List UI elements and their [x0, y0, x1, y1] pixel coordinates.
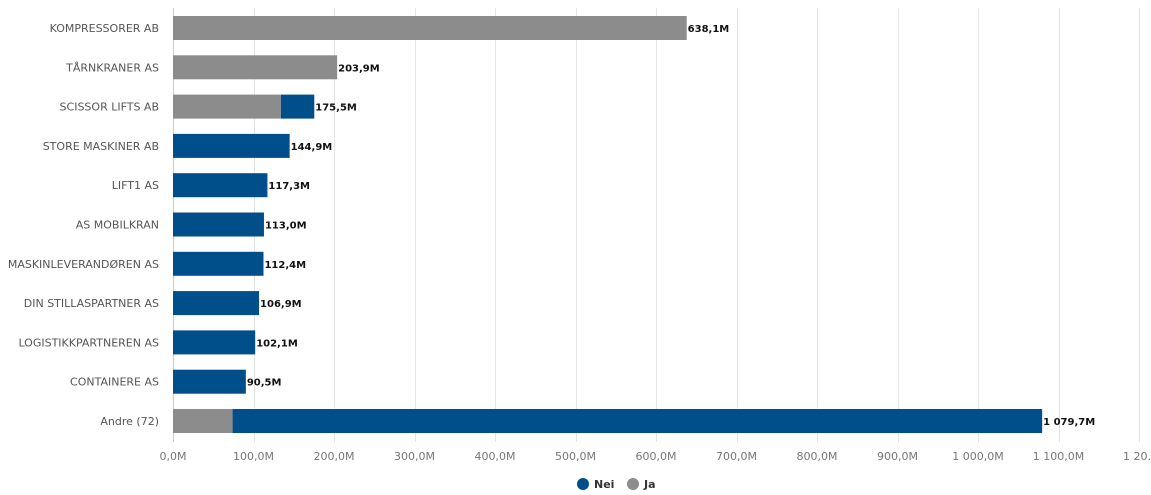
- bar-segment-nei[interactable]: [173, 251, 264, 276]
- x-tick-label: 1 000,0M: [952, 450, 1003, 463]
- x-tick-label: 200,0M: [314, 450, 355, 463]
- bar-segment-nei[interactable]: [173, 173, 268, 198]
- x-tick-label: 0,0M: [160, 450, 187, 463]
- data-label: 203,9M: [338, 63, 380, 74]
- category-label: TÅRNKRANER AS: [65, 61, 159, 74]
- data-label: 102,1M: [256, 338, 298, 349]
- data-label: 144,9M: [291, 142, 333, 153]
- category-labels: KOMPRESSORER AB TÅRNKRANER AS SCISSOR LIFT…: [8, 22, 159, 428]
- bar-segment-nei[interactable]: [173, 133, 290, 158]
- x-tick-label: 300,0M: [394, 450, 435, 463]
- x-tick-label: 1 100,0M: [1033, 450, 1084, 463]
- category-label: STORE MASKINER AB: [43, 140, 159, 153]
- x-tick-label: 1 20…: [1123, 450, 1151, 463]
- bar-segment-nei[interactable]: [173, 212, 264, 237]
- legend-label: Ja: [643, 478, 656, 491]
- data-label: 90,5M: [247, 378, 282, 389]
- bar-segment-ja[interactable]: [173, 55, 338, 80]
- data-label: 175,5M: [315, 103, 357, 114]
- x-tick-label: 400,0M: [475, 450, 516, 463]
- bar-segment-nei[interactable]: [232, 409, 1043, 433]
- bar-segment-ja[interactable]: [173, 16, 687, 40]
- bar-segment-nei[interactable]: [280, 94, 315, 119]
- bar-segment-nei[interactable]: [173, 369, 246, 394]
- legend-item-nei[interactable]: Nei: [577, 478, 614, 491]
- data-label: 117,3M: [268, 181, 310, 192]
- legend-marker: [627, 478, 639, 490]
- bar-layer: [173, 16, 1043, 433]
- x-axis-tick-labels: 0,0M 100,0M 200,0M 300,0M 400,0M 500,0M 600,0M…: [160, 450, 1151, 463]
- legend-item-ja[interactable]: Ja: [627, 478, 656, 491]
- x-tick-label: 900,0M: [877, 450, 918, 463]
- category-label: AS MOBILKRAN: [76, 219, 159, 232]
- grid-layer: [173, 8, 1140, 442]
- category-label: CONTAINERE AS: [70, 376, 159, 389]
- x-tick-label: 700,0M: [716, 450, 757, 463]
- category-label: SCISSOR LIFTS AB: [60, 101, 159, 114]
- data-label: 638,1M: [688, 24, 730, 35]
- category-label: Andre (72): [100, 415, 159, 428]
- category-label: LIFT1 AS: [112, 179, 159, 192]
- x-tick-label: 100,0M: [233, 450, 274, 463]
- data-labels: 638,1M 203,9M 175,5M 144,9M 117,3M 113,0M 112,…: [247, 24, 1095, 428]
- data-label: 106,9M: [260, 299, 302, 310]
- legend[interactable]: Nei Ja: [577, 478, 656, 491]
- legend-marker: [577, 478, 589, 490]
- data-label: 112,4M: [264, 260, 306, 271]
- legend-label: Nei: [594, 478, 614, 491]
- category-label: MASKINLEVERANDØREN AS: [8, 258, 159, 271]
- category-label: LOGISTIKKPARTNEREN AS: [18, 336, 159, 349]
- x-tick-label: 500,0M: [555, 450, 596, 463]
- x-tick-label: 800,0M: [797, 450, 838, 463]
- bar-segment-nei[interactable]: [173, 330, 256, 355]
- data-label: 1 079,7M: [1043, 417, 1095, 428]
- data-label: 113,0M: [265, 221, 307, 232]
- bar-segment-nei[interactable]: [173, 291, 260, 316]
- category-label: DIN STILLASPARTNER AS: [24, 297, 159, 310]
- bar-segment-ja[interactable]: [173, 409, 233, 433]
- x-tick-label: 600,0M: [636, 450, 677, 463]
- bar-segment-ja[interactable]: [173, 94, 281, 119]
- category-label: KOMPRESSORER AB: [50, 22, 159, 35]
